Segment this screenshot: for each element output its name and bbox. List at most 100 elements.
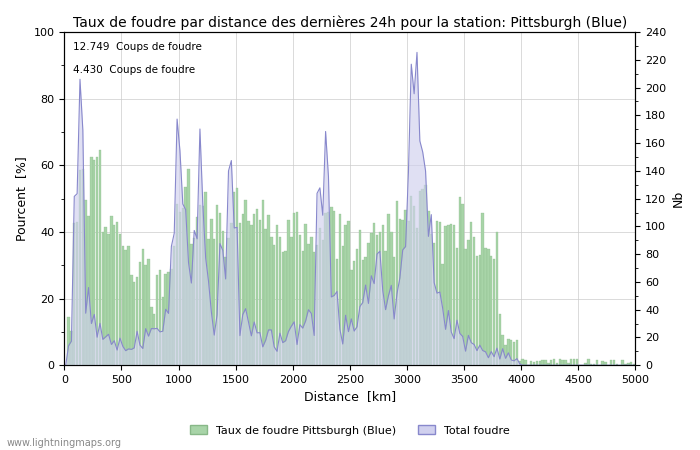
Bar — [373, 223, 375, 365]
Bar — [333, 212, 335, 365]
Bar — [259, 220, 261, 365]
Bar — [590, 364, 592, 365]
Title: Taux de foudre par distance des dernières 24h pour la station: Pittsburgh (Blue): Taux de foudre par distance des dernière… — [73, 15, 627, 30]
Bar — [630, 362, 632, 365]
Bar — [473, 237, 475, 365]
Bar — [156, 275, 158, 365]
Bar — [302, 251, 304, 365]
Bar — [147, 259, 150, 365]
Bar — [365, 257, 367, 365]
Bar — [570, 360, 573, 365]
Bar — [73, 223, 76, 365]
Bar — [159, 270, 161, 365]
Bar — [136, 277, 139, 365]
Bar — [216, 205, 218, 365]
Bar — [202, 206, 204, 365]
Bar — [444, 226, 447, 365]
Bar — [616, 364, 618, 365]
Bar — [533, 362, 536, 365]
Bar — [287, 220, 290, 365]
Bar — [104, 227, 107, 365]
Bar — [250, 225, 253, 365]
Bar — [113, 225, 116, 365]
Bar — [310, 237, 312, 365]
Bar — [339, 214, 341, 365]
Bar — [184, 187, 187, 365]
Bar — [513, 342, 515, 365]
Bar — [247, 221, 250, 365]
Bar — [85, 200, 87, 365]
Bar — [442, 264, 444, 365]
Bar — [430, 234, 433, 365]
Bar — [633, 364, 636, 365]
Bar — [130, 275, 132, 365]
Bar — [164, 274, 167, 365]
Bar — [410, 196, 412, 365]
Bar — [139, 262, 141, 365]
Bar — [370, 233, 372, 365]
Bar — [127, 246, 130, 365]
Bar — [376, 235, 378, 365]
Bar — [405, 210, 407, 365]
Bar — [218, 213, 221, 365]
Bar — [321, 240, 324, 365]
Bar — [624, 364, 626, 365]
Bar — [564, 360, 567, 365]
Bar — [350, 270, 353, 365]
Bar — [536, 361, 538, 365]
Bar — [416, 228, 418, 365]
Bar — [368, 243, 370, 365]
Bar — [173, 246, 176, 365]
Bar — [167, 272, 169, 365]
Bar — [88, 216, 90, 365]
Bar — [253, 214, 256, 365]
Bar — [233, 192, 235, 365]
Bar — [482, 213, 484, 365]
Y-axis label: Nb: Nb — [672, 190, 685, 207]
Bar — [384, 251, 387, 365]
Text: 4.430  Coups de foudre: 4.430 Coups de foudre — [73, 65, 195, 75]
Bar — [427, 211, 430, 365]
Bar — [390, 232, 393, 365]
Bar — [330, 207, 332, 365]
Bar — [210, 219, 213, 365]
Bar — [144, 265, 147, 365]
Bar — [296, 212, 298, 365]
Bar — [439, 222, 441, 365]
Bar — [279, 237, 281, 365]
Bar — [484, 248, 486, 365]
Bar — [458, 197, 461, 365]
Bar — [612, 360, 615, 365]
Bar — [222, 231, 224, 365]
Bar — [141, 249, 144, 365]
Bar — [170, 269, 173, 365]
Bar — [593, 364, 595, 365]
Bar — [299, 235, 301, 365]
Bar — [276, 225, 279, 365]
Bar — [361, 261, 364, 365]
Bar — [516, 340, 518, 365]
Bar — [176, 204, 178, 365]
Bar — [433, 243, 435, 365]
Bar — [419, 191, 421, 365]
Text: 12.749  Coups de foudre: 12.749 Coups de foudre — [73, 42, 202, 52]
Bar — [327, 212, 330, 365]
Bar — [125, 250, 127, 365]
Bar — [110, 216, 113, 365]
Bar — [493, 259, 496, 365]
Bar — [213, 239, 216, 365]
Bar — [393, 257, 395, 365]
Bar — [199, 206, 201, 365]
Bar — [307, 244, 309, 365]
Bar — [561, 360, 564, 365]
Bar — [559, 359, 561, 365]
Bar — [265, 230, 267, 365]
Bar — [453, 225, 455, 365]
Bar — [239, 223, 241, 365]
Bar — [402, 220, 404, 365]
Bar — [524, 360, 526, 365]
Bar — [207, 238, 210, 365]
Bar — [467, 240, 470, 365]
Bar — [273, 245, 275, 365]
Bar — [344, 225, 346, 365]
